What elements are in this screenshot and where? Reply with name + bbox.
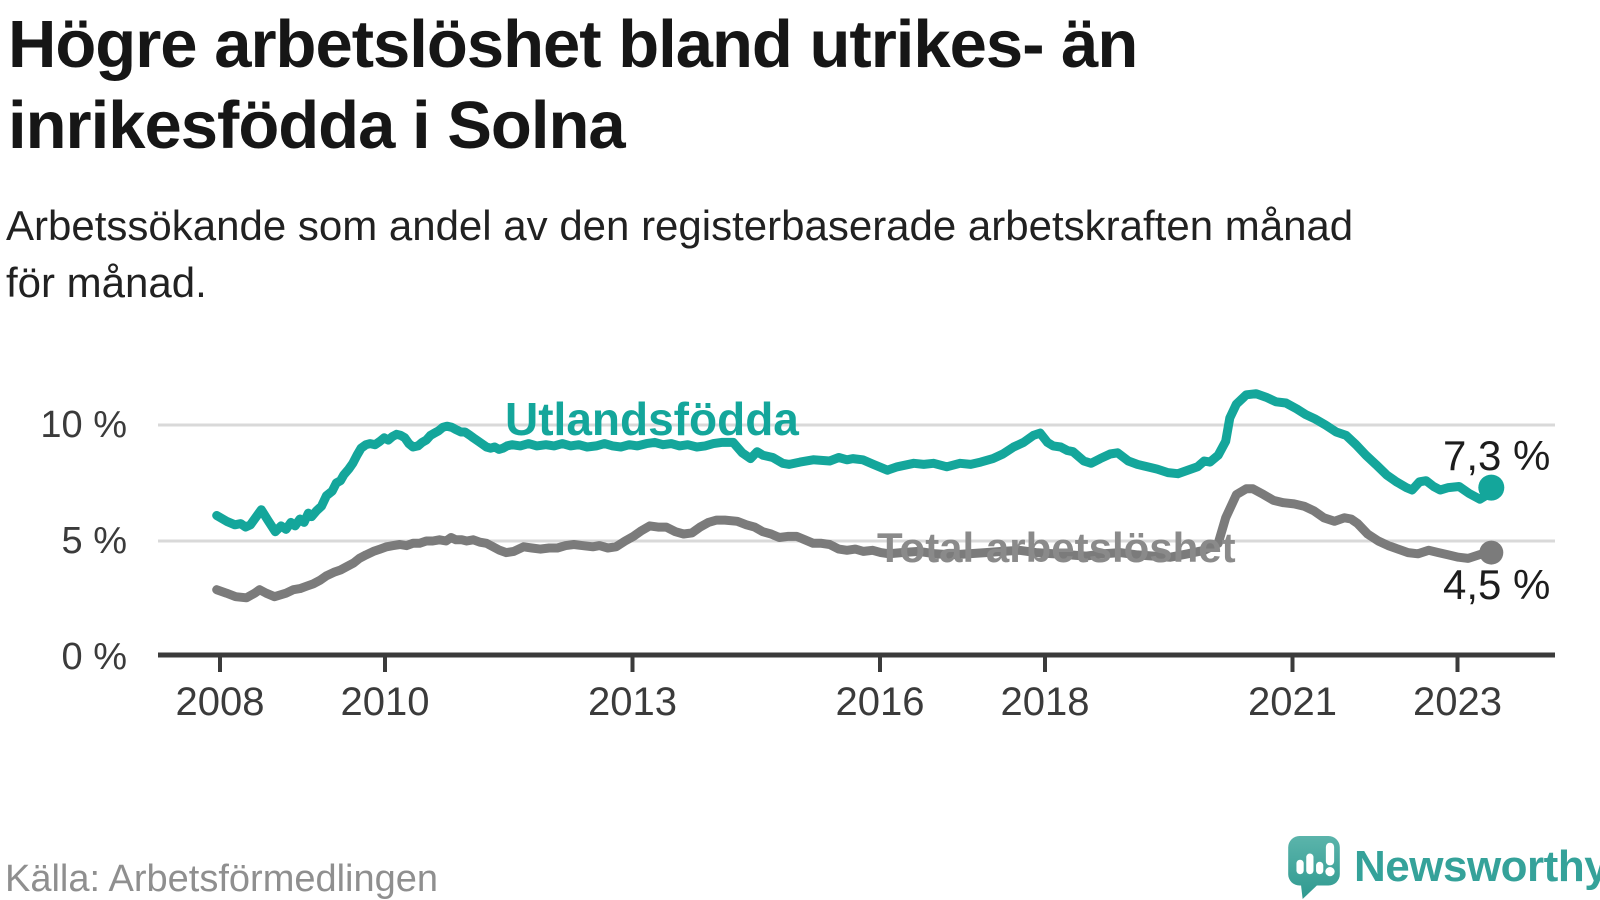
y-tick-label: 10 % <box>40 404 127 446</box>
x-tick-label: 2013 <box>588 680 677 724</box>
newsworthy-logo: Newsworthy <box>1288 836 1600 900</box>
x-tick-label: 2010 <box>340 680 430 724</box>
x-tick-label: 2023 <box>1413 680 1502 724</box>
chart-title: Högre arbetslöshet bland utrikes- än inr… <box>8 7 1138 163</box>
x-tick-label: 2008 <box>175 680 265 724</box>
x-tick-label: 2018 <box>1000 680 1090 724</box>
end-value-utlandsfodda: 7,3 % <box>1443 432 1551 479</box>
newsworthy-logo-text: Newsworthy <box>1354 842 1600 891</box>
chart-subtitle: Arbetssökande som andel av den registerb… <box>6 202 1354 306</box>
series-label-total-arbetsloshet: Total arbetslöshet <box>877 524 1236 571</box>
bar-chart-glyph <box>1296 853 1324 875</box>
source-note: Källa: Arbetsförmedlingen <box>5 858 439 900</box>
x-tick-label: 2021 <box>1248 680 1337 724</box>
x-tick-label: 2016 <box>835 680 925 724</box>
end-value-total-arbetsloshet: 4,5 % <box>1443 561 1551 608</box>
series-label-utlandsfodda: Utlandsfödda <box>505 393 799 445</box>
exclamation-glyph <box>1325 842 1335 877</box>
speech-bubble-tail <box>1300 881 1322 899</box>
y-tick-label: 0 % <box>61 636 127 678</box>
newsworthy-logo-icon <box>1288 836 1340 899</box>
y-tick-label: 5 % <box>61 520 127 562</box>
